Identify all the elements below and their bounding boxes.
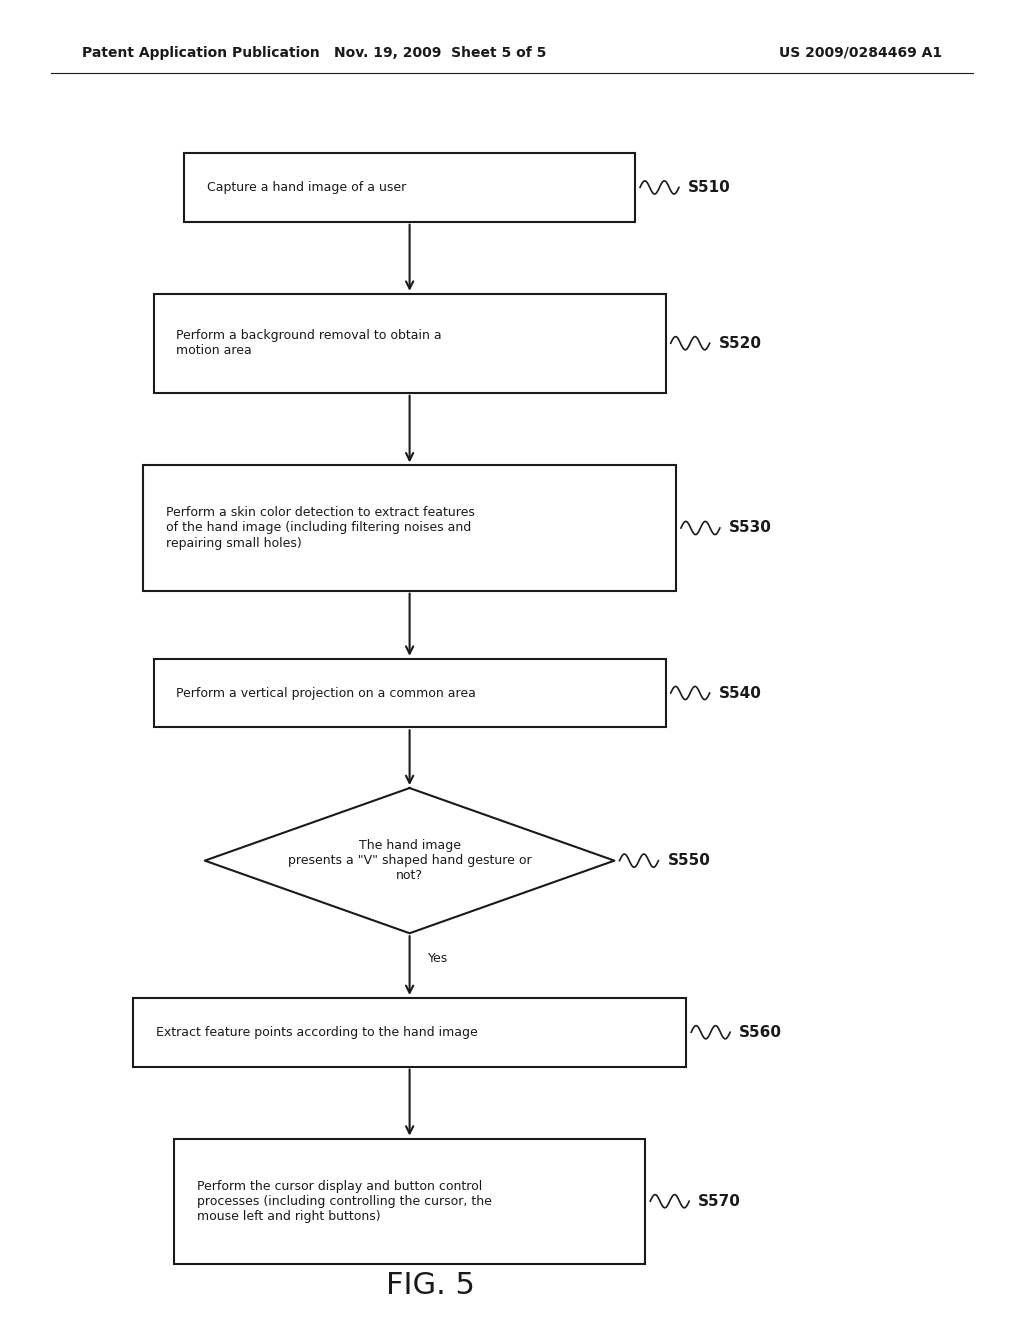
Text: S550: S550 <box>668 853 711 869</box>
Text: Perform a vertical projection on a common area: Perform a vertical projection on a commo… <box>176 686 476 700</box>
Text: Extract feature points according to the hand image: Extract feature points according to the … <box>156 1026 477 1039</box>
Text: Yes: Yes <box>428 953 449 965</box>
FancyBboxPatch shape <box>184 153 635 222</box>
Text: S560: S560 <box>739 1024 782 1040</box>
Text: Perform the cursor display and button control
processes (including controlling t: Perform the cursor display and button co… <box>197 1180 492 1222</box>
Text: Perform a skin color detection to extract features
of the hand image (including : Perform a skin color detection to extrac… <box>166 507 475 549</box>
Text: S520: S520 <box>719 335 762 351</box>
Text: The hand image
presents a "V" shaped hand gesture or
not?: The hand image presents a "V" shaped han… <box>288 840 531 882</box>
Text: S570: S570 <box>698 1193 741 1209</box>
Text: S540: S540 <box>719 685 762 701</box>
Text: S530: S530 <box>729 520 772 536</box>
Polygon shape <box>205 788 614 933</box>
Text: US 2009/0284469 A1: US 2009/0284469 A1 <box>778 46 942 59</box>
Text: Capture a hand image of a user: Capture a hand image of a user <box>207 181 407 194</box>
Text: Nov. 19, 2009  Sheet 5 of 5: Nov. 19, 2009 Sheet 5 of 5 <box>334 46 547 59</box>
Text: FIG. 5: FIG. 5 <box>386 1271 474 1300</box>
Text: S510: S510 <box>688 180 731 195</box>
FancyBboxPatch shape <box>174 1138 645 1265</box>
Text: Perform a background removal to obtain a
motion area: Perform a background removal to obtain a… <box>176 329 441 358</box>
Text: Patent Application Publication: Patent Application Publication <box>82 46 319 59</box>
FancyBboxPatch shape <box>154 659 666 727</box>
FancyBboxPatch shape <box>154 294 666 393</box>
FancyBboxPatch shape <box>133 998 686 1067</box>
FancyBboxPatch shape <box>143 466 676 591</box>
